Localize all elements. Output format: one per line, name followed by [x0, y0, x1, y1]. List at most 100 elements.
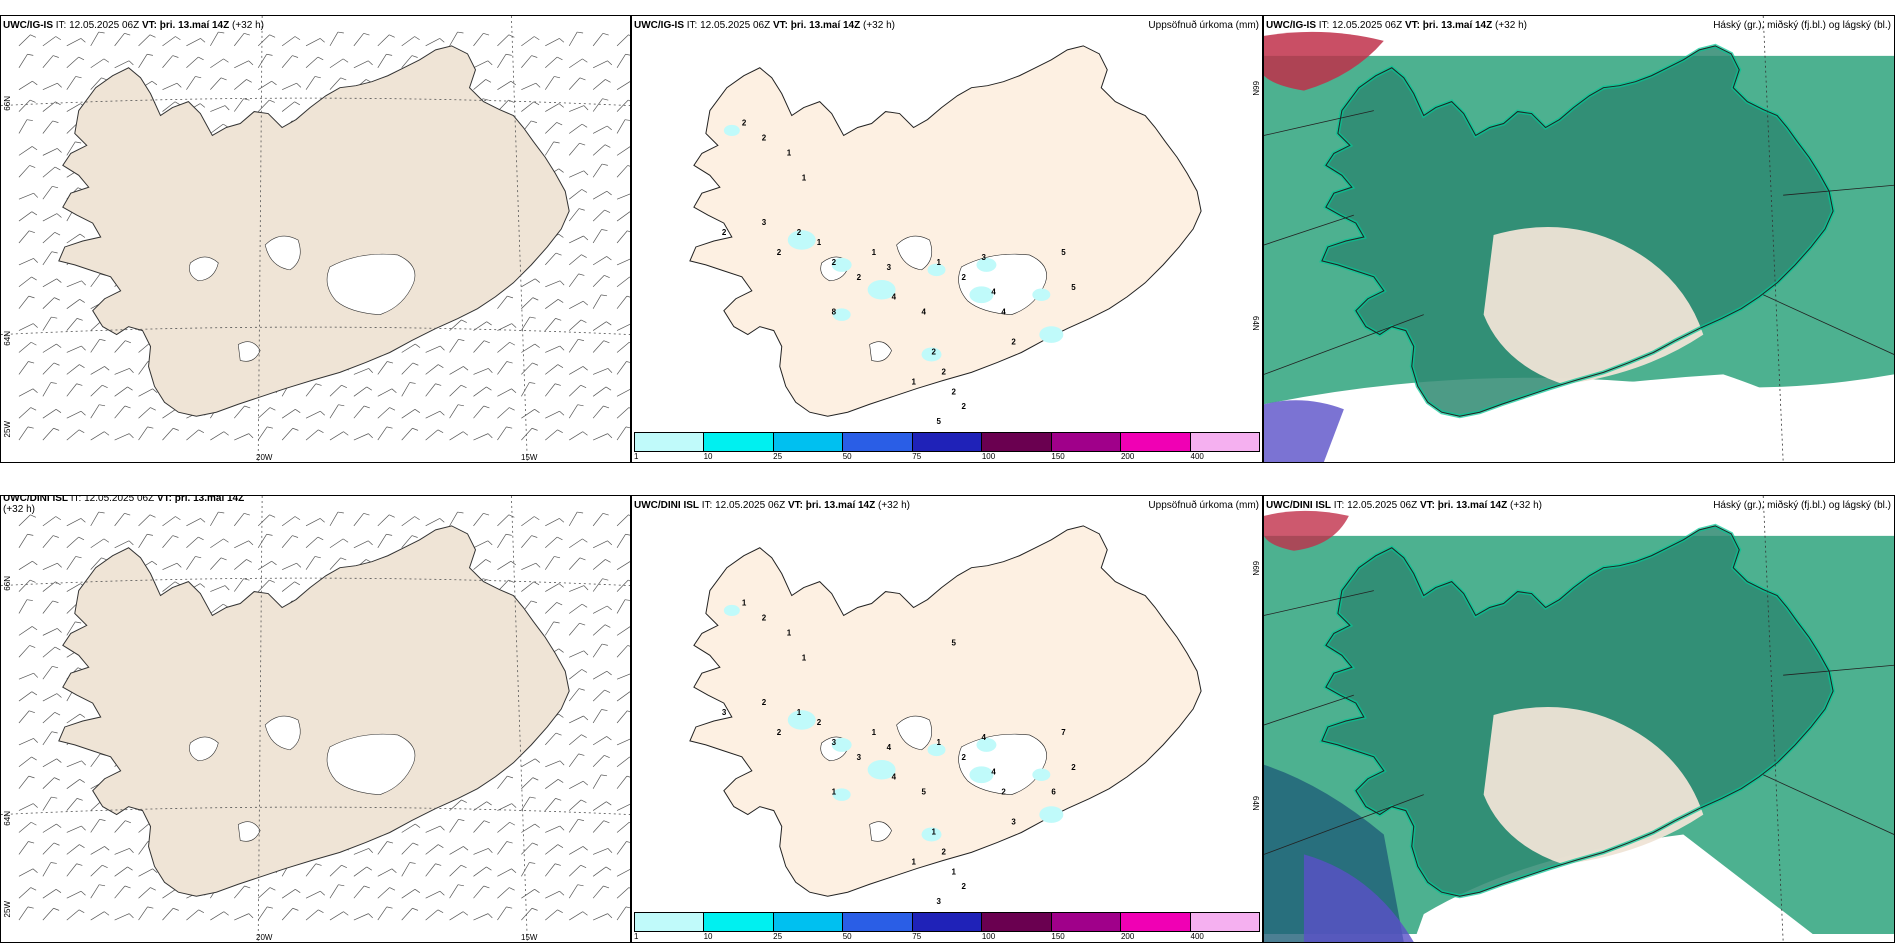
colorbar-segment — [982, 433, 1052, 451]
colorbar-tick-label: 75 — [912, 932, 922, 941]
colorbar-segment — [912, 433, 983, 451]
precip-value-label: 5 — [937, 417, 942, 426]
colorbar-segment — [1051, 433, 1122, 451]
precip-value-label: 4 — [991, 768, 996, 777]
panel-title: UWC/IG-IS IT: 12.05.2025 06Z VT: þri. 13… — [1266, 20, 1527, 31]
precip-value-label: 1 — [797, 708, 802, 717]
precip-value-label: 2 — [1001, 788, 1006, 797]
precip-value-label: 4 — [892, 293, 897, 302]
precip-value-label: 1 — [742, 599, 747, 608]
precip-value-label: 2 — [797, 228, 802, 237]
precip-title: Uppsöfnuð úrkoma (mm) — [1148, 20, 1259, 31]
precip-value-label: 1 — [787, 148, 792, 157]
precip-value-label: 1 — [912, 377, 917, 386]
lat-label-66: 66N — [1251, 81, 1260, 96]
colorbar-segment — [1190, 433, 1259, 451]
precip-value-label: 1 — [802, 173, 807, 182]
colorbar-ticks: 1 10 25 50 75 100 150 200 400 — [634, 932, 1260, 942]
cloud-cover-map — [1264, 16, 1894, 462]
precip-value-label: 2 — [1011, 338, 1016, 347]
lon-label-20: 20W — [256, 933, 273, 942]
colorbar-segment — [704, 433, 774, 451]
colorbar-tick-label: 200 — [1120, 932, 1135, 941]
colorbar-tick-label: 25 — [773, 452, 783, 461]
lat-label-64: 64N — [1251, 796, 1260, 811]
colorbar-tick-label: 10 — [703, 932, 713, 941]
lon-label-15: 15W — [521, 933, 538, 942]
colorbar-tick-label: 100 — [981, 932, 996, 941]
precip-value-label: 3 — [857, 753, 862, 762]
precip-value-label: 7 — [1061, 728, 1066, 737]
precip-value-label: 3 — [722, 708, 727, 717]
colorbar-tick-label: 25 — [773, 932, 783, 941]
precip-value-label: 1 — [802, 653, 807, 662]
precip-value-label: 4 — [1001, 308, 1006, 317]
colorbar-segment — [982, 913, 1052, 931]
wind-panel-row1: UWC/IG-IS IT: 12.05.2025 06Z VT: þri. 13… — [0, 15, 631, 463]
panel-title: UWC/DINI ISL IT: 12.05.2025 06Z VT: þri.… — [634, 500, 910, 511]
colorbar-segment — [635, 433, 705, 451]
precip-value-label: 2 — [1071, 763, 1076, 772]
colorbar — [634, 432, 1260, 452]
precip-value-label: 4 — [922, 308, 927, 317]
precip-value-label: 2 — [961, 882, 966, 891]
colorbar-tick-label: 400 — [1190, 932, 1204, 941]
panel-title: UWC/IG-IS IT: 12.05.2025 06Z VT: þri. 13… — [3, 20, 264, 31]
colorbar-segment — [1121, 433, 1191, 451]
colorbar-segment — [843, 913, 913, 931]
lat-label-66: 66N — [3, 96, 12, 111]
precip-value-label: 2 — [932, 347, 937, 356]
precip-value-label: 4 — [887, 743, 892, 752]
precip-value-label: 1 — [937, 258, 942, 267]
lat-label-66: 66N — [1251, 561, 1260, 576]
precip-panel-row2: UWC/DINI ISL IT: 12.05.2025 06Z VT: þri.… — [631, 495, 1263, 943]
precip-value-label: 2 — [961, 753, 966, 762]
lon-label-25: 25W — [3, 901, 12, 918]
colorbar-segment — [912, 913, 983, 931]
precip-value-label: 5 — [951, 638, 956, 647]
precip-value-label: 2 — [942, 847, 947, 856]
colorbar-tick-label: 200 — [1120, 452, 1135, 461]
colorbar-tick-label: 100 — [981, 452, 996, 461]
precip-value-label: 3 — [887, 263, 892, 272]
colorbar-segment — [635, 913, 705, 931]
lat-label-66: 66N — [3, 576, 12, 591]
precip-value-label: 1 — [872, 728, 877, 737]
colorbar-tick-label: 400 — [1190, 452, 1204, 461]
precip-value-label: 1 — [937, 738, 942, 747]
precip-value-label: 8 — [832, 308, 837, 317]
precip-value-label: 5 — [1071, 283, 1076, 292]
precip-value-label: 2 — [777, 728, 782, 737]
colorbar-tick-label: 50 — [842, 932, 852, 941]
colorbar-segment — [1051, 913, 1122, 931]
colorbar-segment — [773, 433, 844, 451]
colorbar-segment — [1190, 913, 1259, 931]
lat-label-64: 64N — [1251, 316, 1260, 331]
cloud-title: Háský (gr.), miðský (fj.bl.) og lágský (… — [1713, 500, 1891, 511]
cloud-panel-row2: UWC/DINI ISL IT: 12.05.2025 06Z VT: þri.… — [1263, 495, 1895, 943]
wind-barb-map — [1, 496, 630, 942]
precip-value-label: 2 — [762, 133, 767, 142]
colorbar-ticks: 1 10 25 50 75 100 150 200 400 — [634, 452, 1260, 462]
precip-value-label: 4 — [981, 733, 986, 742]
precip-value-label: 2 — [832, 258, 837, 267]
colorbar-segment — [843, 433, 913, 451]
colorbar-tick-label: 50 — [842, 452, 852, 461]
lon-label-20: 20W — [256, 453, 273, 462]
precip-value-label: 1 — [817, 238, 822, 247]
colorbar-tick-label: 10 — [703, 452, 713, 461]
precip-value-label: 4 — [892, 773, 897, 782]
precip-value-label: 3 — [1011, 818, 1016, 827]
precip-value-label: 5 — [1061, 248, 1066, 257]
lat-label-64: 64N — [3, 811, 12, 826]
colorbar-segment — [1121, 913, 1191, 931]
precip-value-label: 6 — [1051, 788, 1056, 797]
lon-label-15: 15W — [521, 453, 538, 462]
colorbar-tick-label: 1 — [634, 932, 639, 941]
lon-label-25: 25W — [3, 421, 12, 438]
precip-value-label: 2 — [961, 273, 966, 282]
precip-value-label: 1 — [872, 248, 877, 257]
precip-value-label: 3 — [937, 897, 942, 906]
precip-value-label: 3 — [981, 253, 986, 262]
